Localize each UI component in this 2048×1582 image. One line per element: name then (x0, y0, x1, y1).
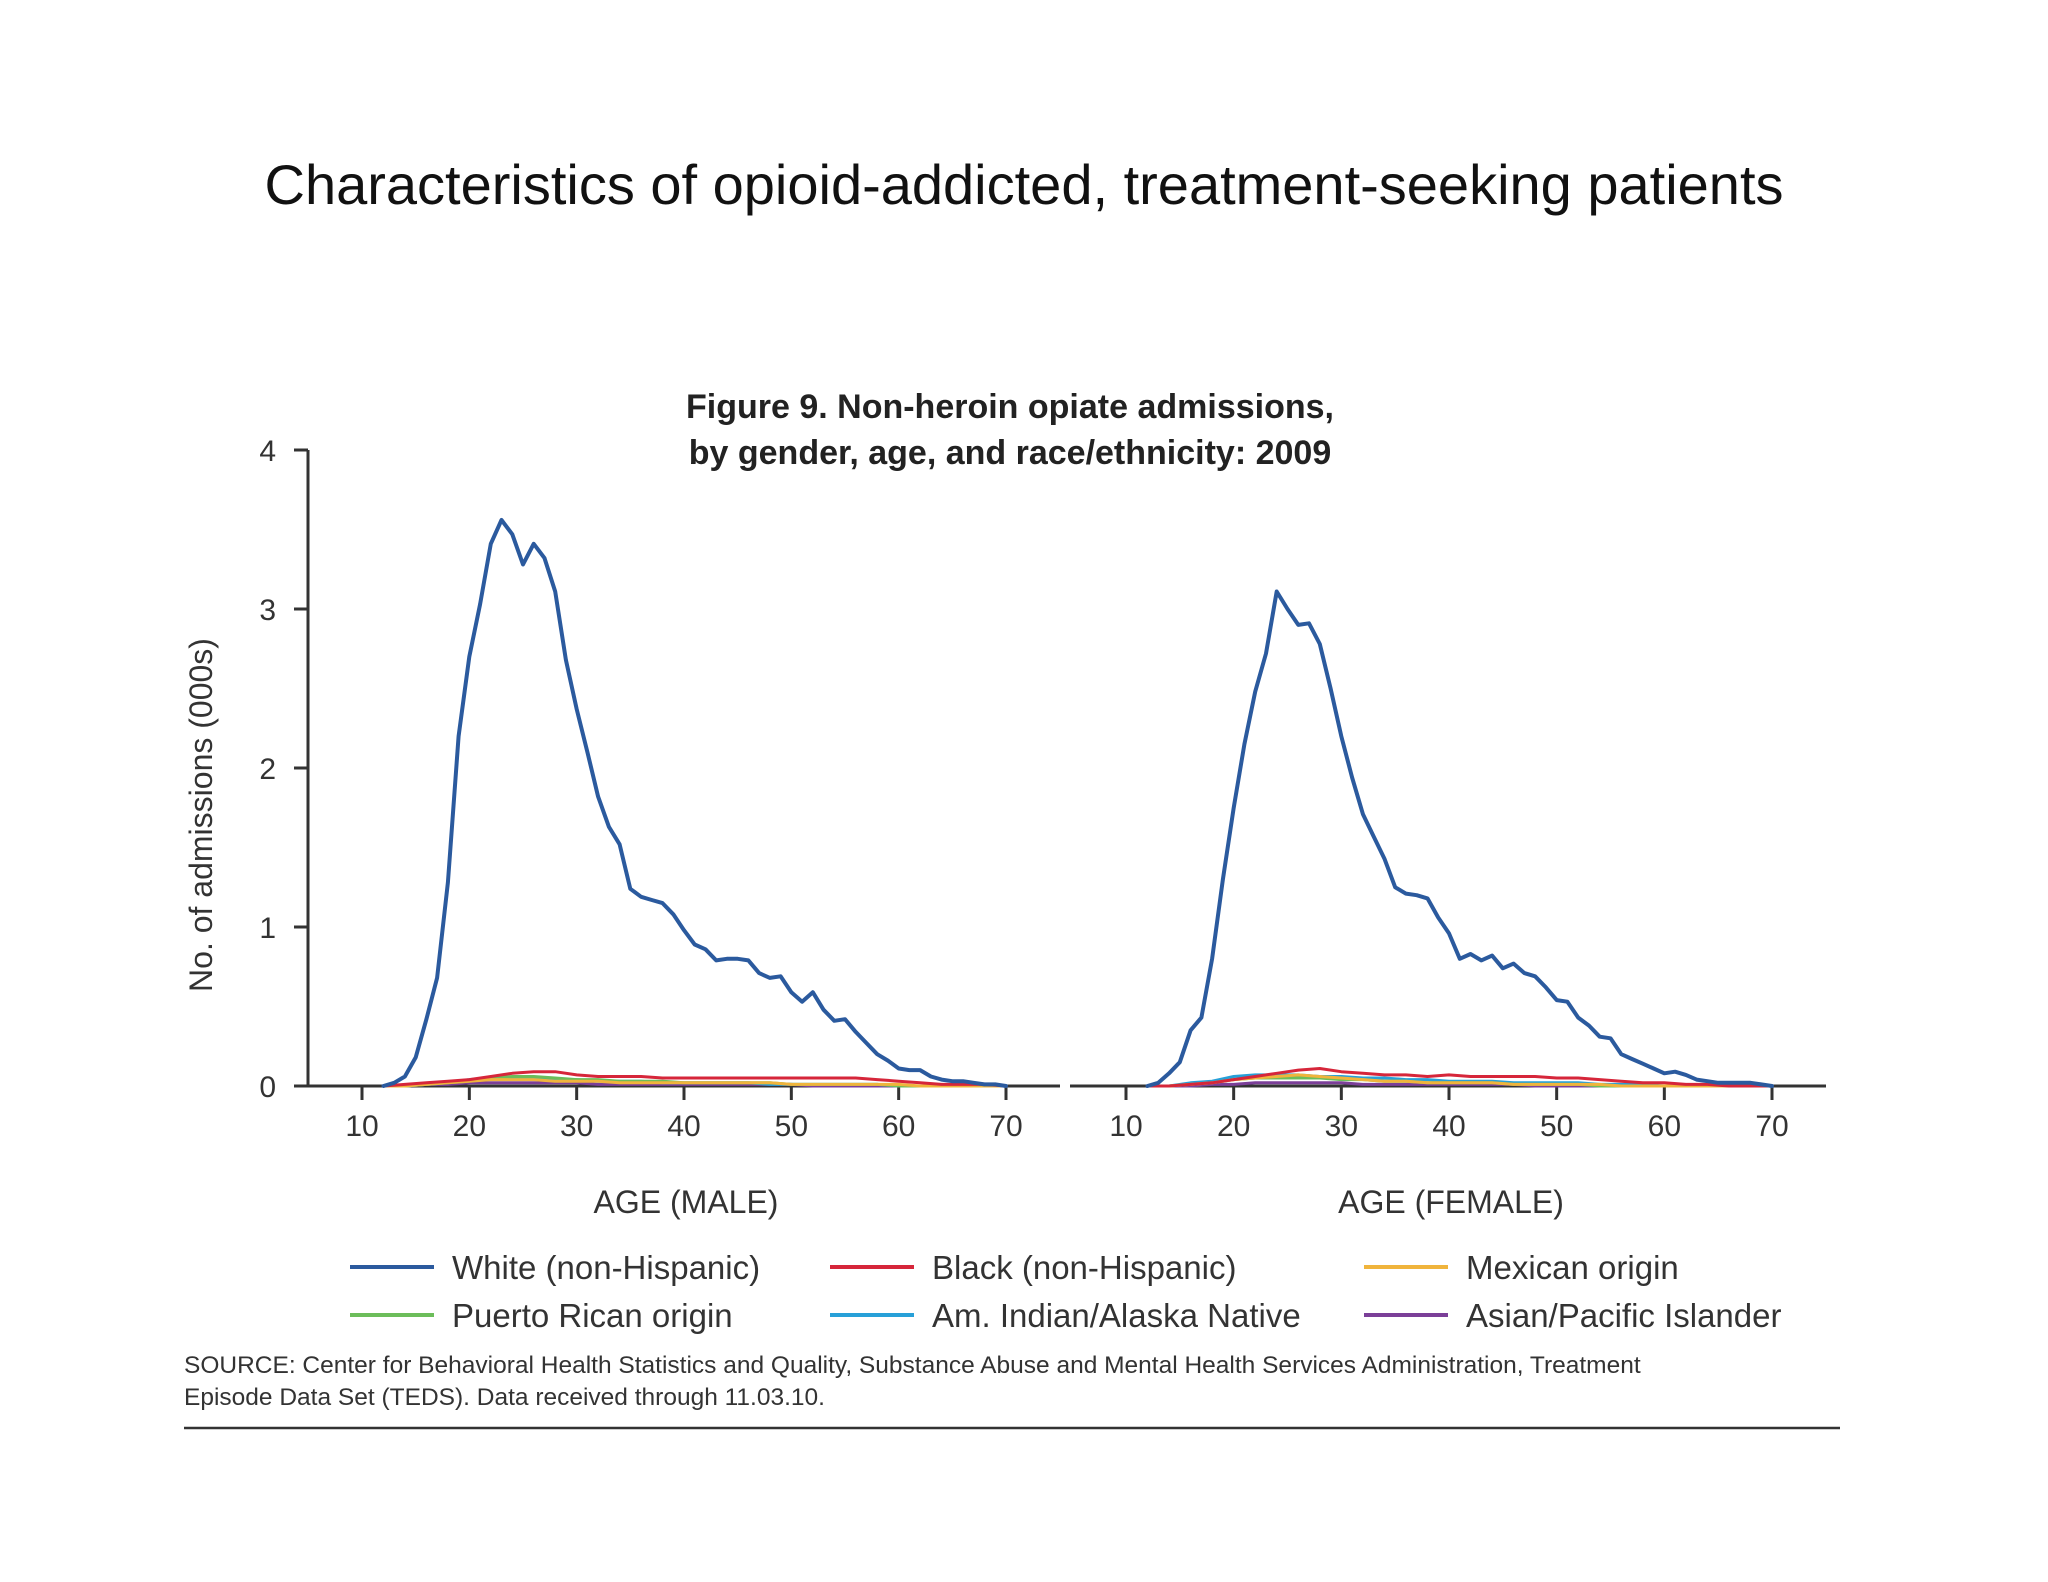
lines-layer (381, 518, 1774, 1088)
slide-title: Characteristics of opioid-addicted, trea… (264, 153, 1784, 216)
legend-label-white: White (non-Hispanic) (452, 1249, 760, 1286)
axes-layer: 0 1 2 3 4 10 20 30 40 50 60 70 AGE (MALE) 10 20 30 40 50 6… (259, 435, 1826, 1220)
x-tick-label-male: 10 (345, 1110, 378, 1143)
x-axis-title-female: AGE (FEMALE) (1338, 1184, 1564, 1220)
figure-title-line-2: by gender, age, and race/ethnicity: 2009 (689, 434, 1331, 472)
x-tick-label-female: 30 (1325, 1110, 1358, 1143)
x-tick-label-female: 60 (1648, 1110, 1681, 1143)
series-line-white-male (381, 518, 1008, 1088)
x-tick-label-male: 60 (882, 1110, 915, 1143)
x-tick-label-female: 50 (1540, 1110, 1573, 1143)
x-tick-label-female: 20 (1217, 1110, 1250, 1143)
legend: White (non-Hispanic) Black (non-Hispanic)… (350, 1249, 1781, 1334)
x-tick-label-male: 50 (775, 1110, 808, 1143)
x-tick-label-male: 40 (667, 1110, 700, 1143)
series-line-white-female (1145, 589, 1774, 1088)
legend-label-mexican: Mexican origin (1466, 1249, 1679, 1286)
x-tick-label-female: 70 (1755, 1110, 1788, 1143)
y-axis-title: No. of admissions (000s) (183, 638, 219, 992)
y-tick-label: 1 (259, 912, 276, 945)
x-axis-title-male: AGE (MALE) (594, 1184, 779, 1220)
figure-title-line-1: Figure 9. Non-heroin opiate admissions, (686, 388, 1334, 426)
x-tick-label-male: 20 (453, 1110, 486, 1143)
legend-label-asian: Asian/Pacific Islander (1466, 1297, 1781, 1334)
source-line-2: Episode Data Set (TEDS). Data received t… (184, 1384, 825, 1411)
y-tick-label: 4 (259, 435, 276, 468)
legend-label-black: Black (non-Hispanic) (932, 1249, 1236, 1286)
series-line-black-male (382, 1070, 1008, 1088)
x-tick-label-female: 10 (1109, 1110, 1142, 1143)
x-tick-label-male: 30 (560, 1110, 593, 1143)
y-tick-label: 2 (259, 753, 276, 786)
x-tick-label-male: 70 (989, 1110, 1022, 1143)
y-tick-label: 0 (259, 1071, 276, 1104)
legend-label-puerto-rican: Puerto Rican origin (452, 1297, 733, 1334)
source-line-1: SOURCE: Center for Behavioral Health Sta… (184, 1352, 1641, 1379)
y-tick-label: 3 (259, 594, 276, 627)
series-line-mexican-male (382, 1078, 1008, 1088)
series-line-black-female (1146, 1067, 1774, 1088)
legend-label-am-indian: Am. Indian/Alaska Native (932, 1297, 1301, 1334)
x-tick-label-female: 40 (1432, 1110, 1465, 1143)
